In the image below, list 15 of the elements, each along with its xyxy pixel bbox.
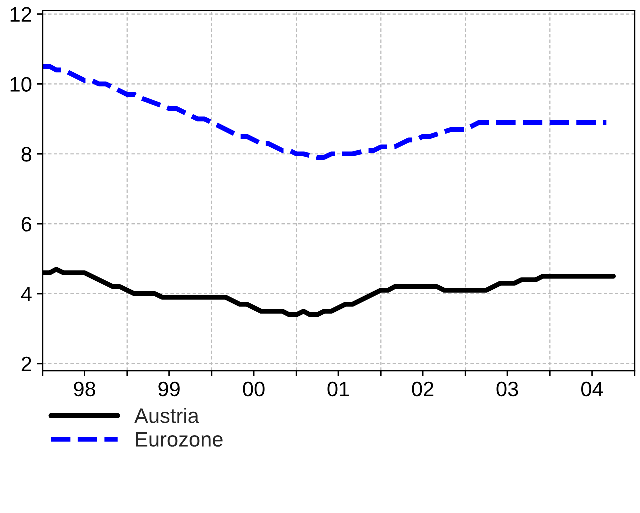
x-tick-label: 03 — [496, 382, 518, 397]
x-tick-label: 99 — [158, 382, 180, 397]
y-tick-label: 4 — [21, 287, 32, 302]
y-tick-label: 8 — [22, 147, 32, 162]
x-tick-label: 04 — [582, 382, 604, 397]
legend-label: Eurozone — [136, 432, 223, 447]
y-tick-label: 10 — [10, 77, 32, 92]
y-tick-label: 6 — [22, 217, 32, 232]
x-tick-label: 00 — [243, 382, 265, 397]
y-tick-label: 2 — [22, 356, 32, 372]
y-tick-label: 12 — [10, 7, 32, 22]
x-tick-label: 01 — [328, 382, 350, 397]
x-tick-label: 98 — [74, 382, 96, 397]
legend-label: Austria — [134, 408, 200, 424]
x-tick-label: 02 — [412, 382, 434, 397]
